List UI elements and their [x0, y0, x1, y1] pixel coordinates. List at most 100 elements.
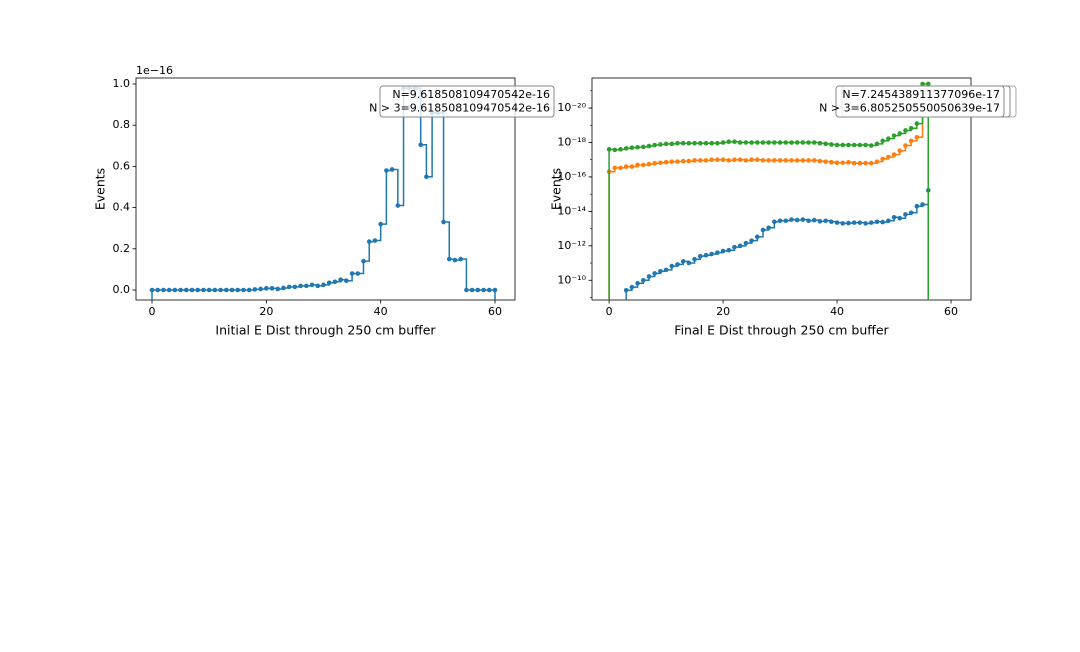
x-axis-label: Initial E Dist through 250 cm buffer	[215, 323, 436, 338]
data-point	[749, 157, 754, 163]
data-point	[794, 217, 800, 223]
data-point	[743, 240, 749, 246]
data-point	[720, 157, 726, 163]
data-point	[840, 160, 846, 166]
data-point	[309, 282, 315, 288]
data-point	[486, 287, 492, 293]
data-point	[777, 218, 783, 224]
data-point	[886, 218, 891, 224]
data-point	[229, 287, 235, 293]
data-point	[811, 158, 817, 163]
data-point	[891, 133, 897, 138]
data-point	[772, 140, 777, 145]
data-point	[652, 271, 657, 276]
data-point	[361, 258, 366, 264]
y-tick-label: 0.4	[113, 201, 131, 214]
data-point	[766, 225, 771, 231]
data-point	[829, 142, 834, 147]
y-offset-label: 1e−16	[136, 64, 173, 77]
data-point	[857, 142, 863, 148]
data-point	[258, 286, 263, 292]
data-point	[772, 158, 777, 163]
x-tick-label: 40	[830, 305, 844, 318]
data-point	[366, 239, 372, 244]
data-point	[783, 158, 789, 163]
data-point	[817, 140, 823, 146]
data-point	[794, 140, 800, 145]
data-point	[897, 215, 903, 221]
data-point	[629, 145, 635, 150]
data-point	[629, 164, 635, 169]
data-point	[857, 220, 863, 225]
data-point	[715, 250, 720, 255]
data-point	[224, 287, 229, 293]
data-point	[743, 140, 749, 145]
data-point	[806, 140, 811, 145]
data-point	[789, 217, 794, 222]
data-point	[646, 161, 652, 167]
data-point	[458, 256, 463, 262]
data-point	[481, 287, 486, 293]
data-point	[264, 286, 269, 291]
data-point	[178, 287, 183, 293]
data-point	[663, 267, 669, 273]
data-point	[241, 287, 246, 293]
data-point	[344, 278, 349, 284]
data-point	[886, 154, 891, 160]
data-point	[737, 157, 743, 163]
data-point	[800, 158, 806, 163]
data-point	[195, 287, 201, 293]
data-point	[166, 287, 172, 293]
annotation-text: N > 3=9.618508109470542e-16	[369, 102, 550, 115]
data-point	[384, 168, 389, 173]
data-point	[349, 271, 355, 276]
y-tick-label: 10⁻¹⁶	[557, 170, 586, 183]
data-point	[709, 157, 714, 163]
data-point	[903, 212, 908, 217]
data-point	[658, 160, 663, 166]
y-tick-label: 0.6	[113, 159, 131, 172]
data-point	[612, 147, 618, 153]
data-point	[686, 140, 692, 146]
data-point	[201, 287, 206, 293]
data-point	[618, 165, 623, 171]
data-point	[766, 158, 771, 163]
data-point	[772, 219, 777, 225]
data-point	[925, 81, 931, 87]
data-point	[800, 140, 806, 145]
data-point	[806, 158, 811, 163]
data-point	[829, 219, 834, 225]
x-tick-label: 60	[944, 305, 958, 318]
data-point	[658, 142, 663, 147]
data-point	[857, 160, 863, 166]
data-point	[737, 140, 743, 145]
data-point	[218, 287, 223, 293]
data-point	[783, 140, 789, 145]
data-point	[903, 128, 908, 133]
data-point	[863, 221, 868, 226]
annotation-box	[379, 85, 555, 118]
data-point	[418, 142, 423, 148]
x-tick-label: 0	[606, 305, 613, 318]
data-point	[669, 263, 675, 269]
data-point	[817, 219, 823, 224]
data-point	[189, 287, 195, 293]
data-point	[732, 244, 737, 250]
data-point	[754, 234, 760, 240]
data-point	[834, 142, 840, 148]
data-point	[321, 282, 326, 288]
y-tick-label: 0.2	[113, 242, 131, 255]
x-tick-label: 60	[488, 305, 502, 318]
data-point	[851, 142, 857, 148]
data-point	[395, 203, 401, 208]
data-point	[441, 219, 446, 225]
data-point	[464, 287, 469, 293]
data-point	[732, 157, 737, 163]
data-point	[874, 159, 880, 164]
data-point	[834, 160, 840, 166]
data-point	[834, 220, 840, 225]
data-point	[246, 287, 252, 293]
data-point	[635, 280, 640, 286]
y-axis-label: Events	[549, 168, 564, 210]
